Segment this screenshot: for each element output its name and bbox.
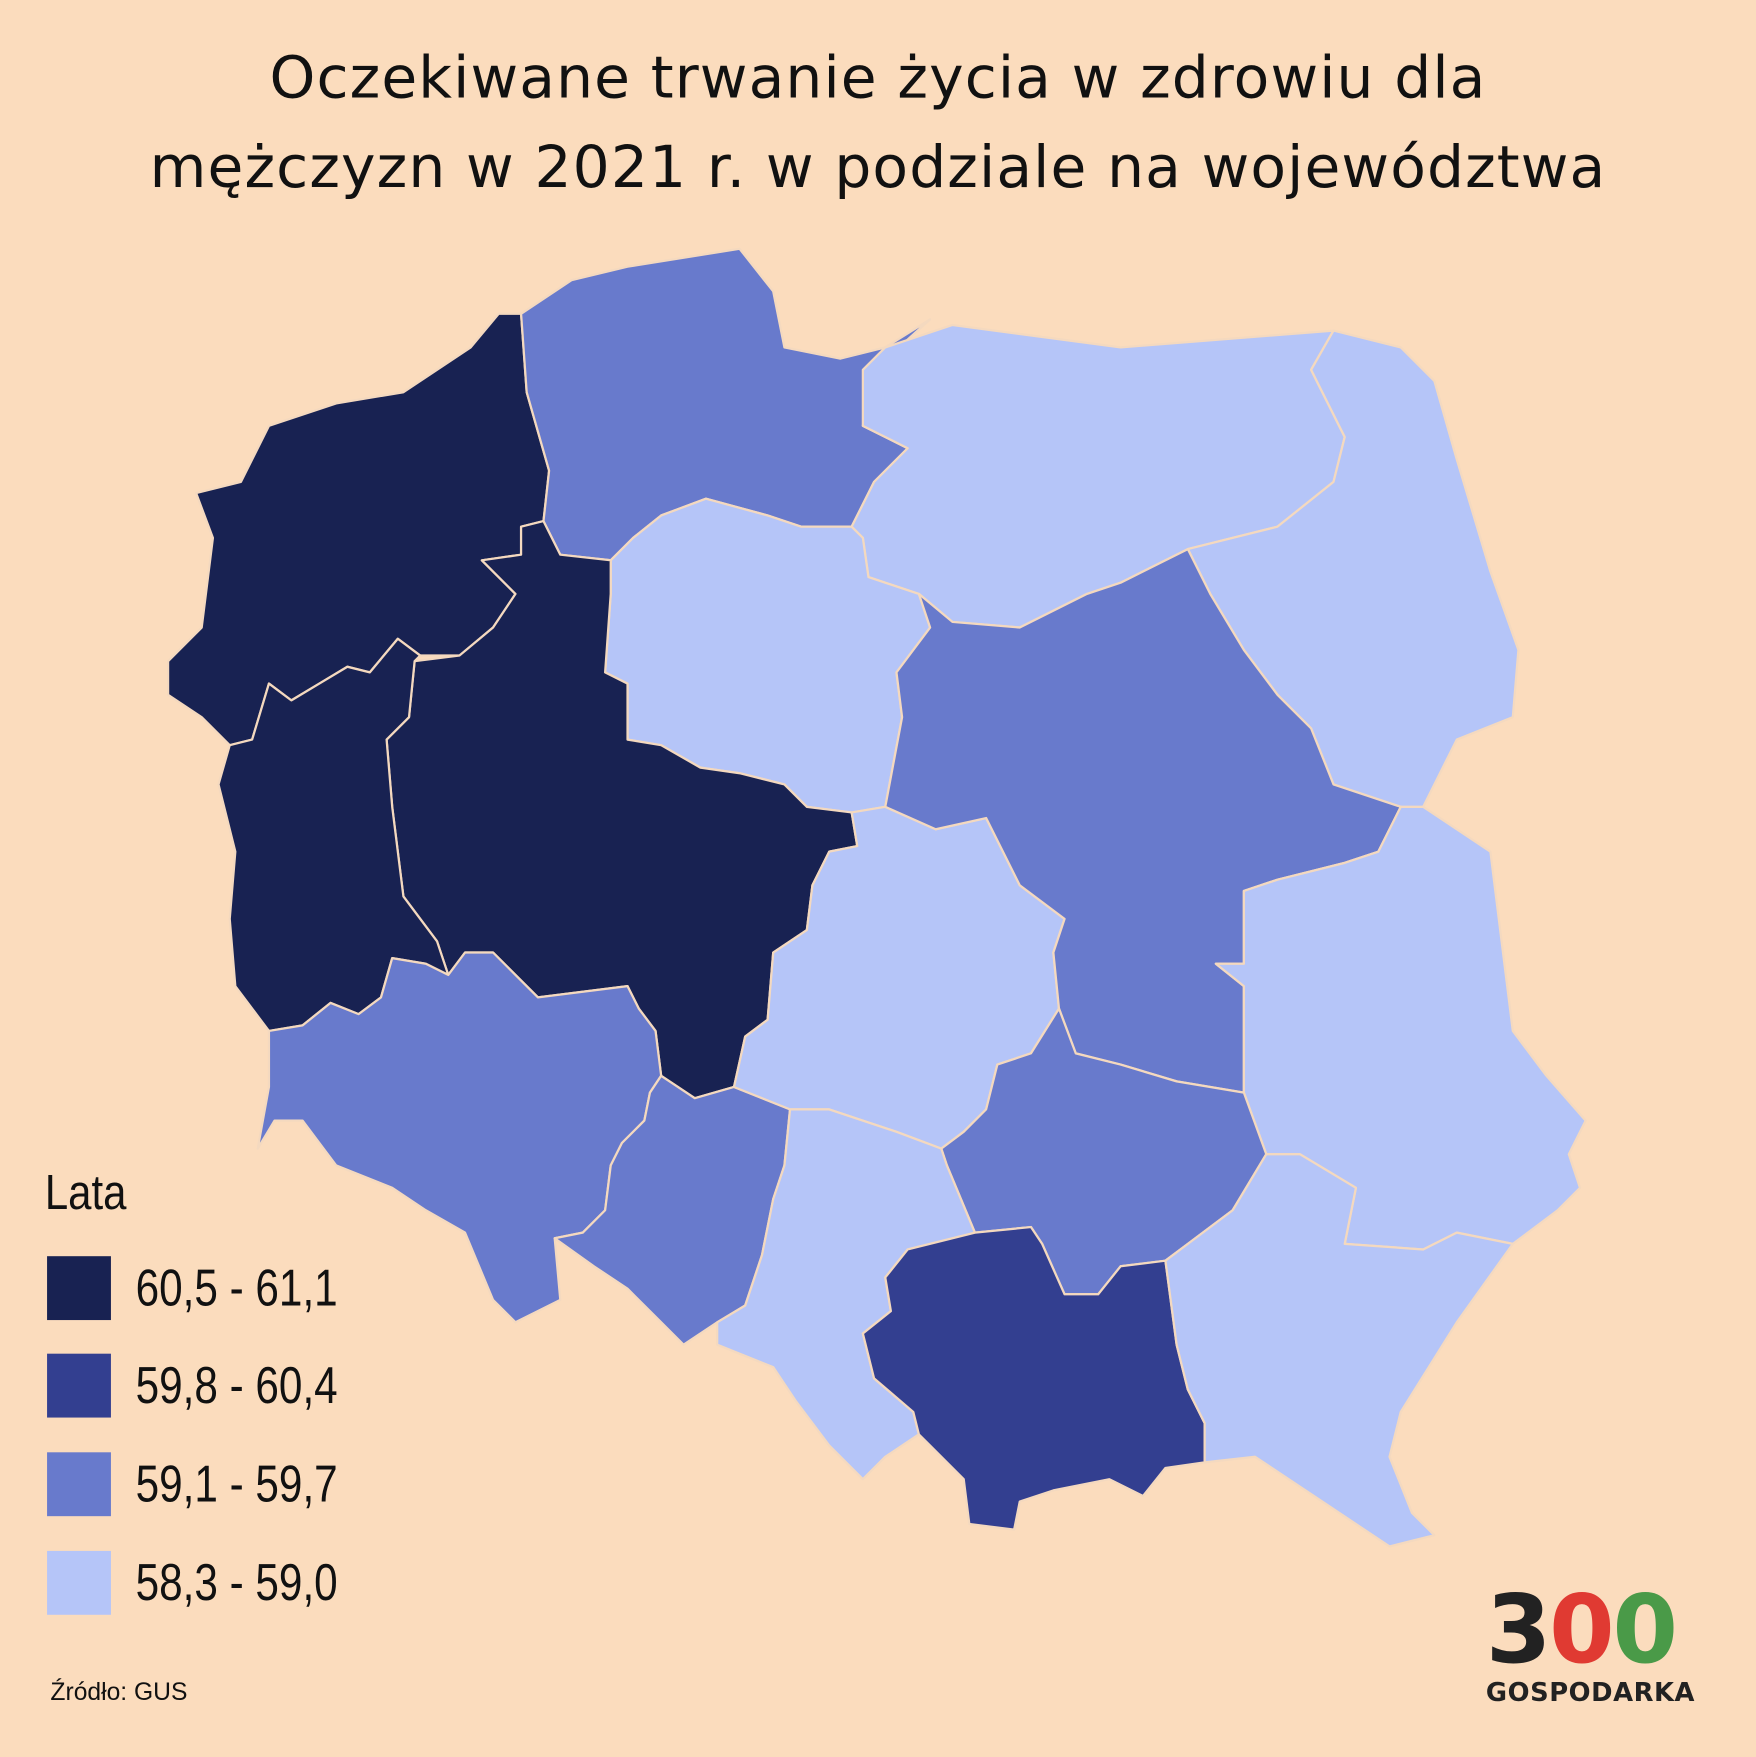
page-title: Oczekiwane trwanie życia w zdrowiu dla m… bbox=[0, 34, 1756, 213]
legend-label: 59,8 - 60,4 bbox=[135, 1355, 338, 1415]
legend-label: 60,5 - 61,1 bbox=[135, 1258, 338, 1317]
region-podkarpackie bbox=[1164, 1153, 1514, 1548]
title-line-1: Oczekiwane trwanie życia w zdrowiu dla bbox=[269, 44, 1487, 113]
legend-item: 60,5 - 61,1 bbox=[47, 1255, 382, 1320]
legend-label: 58,3 - 59,0 bbox=[135, 1553, 338, 1612]
legend-item: 59,1 - 59,7 bbox=[47, 1451, 382, 1516]
legend-item: 59,8 - 60,4 bbox=[47, 1353, 382, 1418]
logo-number: 300 bbox=[1486, 1582, 1710, 1676]
legend-title: Lata bbox=[44, 1165, 127, 1221]
logo-text: GOSPODARKA bbox=[1485, 1678, 1696, 1708]
legend-item: 58,3 - 59,0 bbox=[47, 1550, 382, 1615]
legend-swatch bbox=[47, 1550, 111, 1615]
region-lubuskie bbox=[217, 637, 450, 1033]
region-malopolskie bbox=[861, 1225, 1206, 1531]
source-note: Źródło: GUS bbox=[50, 1677, 188, 1706]
logo-zero-green: 0 bbox=[1612, 1574, 1678, 1685]
legend-swatch bbox=[47, 1255, 111, 1320]
title-line-2: mężczyzn w 2021 r. w podziale na wojewód… bbox=[149, 134, 1607, 202]
legend-swatch bbox=[47, 1353, 111, 1417]
logo-300-gospodarka: 300 GOSPODARKA bbox=[1486, 1582, 1710, 1708]
logo-digit: 3 bbox=[1485, 1574, 1552, 1685]
logo-zero-red: 0 bbox=[1549, 1574, 1615, 1685]
legend-swatch bbox=[47, 1451, 111, 1516]
legend-label: 59,1 - 59,7 bbox=[135, 1454, 338, 1513]
